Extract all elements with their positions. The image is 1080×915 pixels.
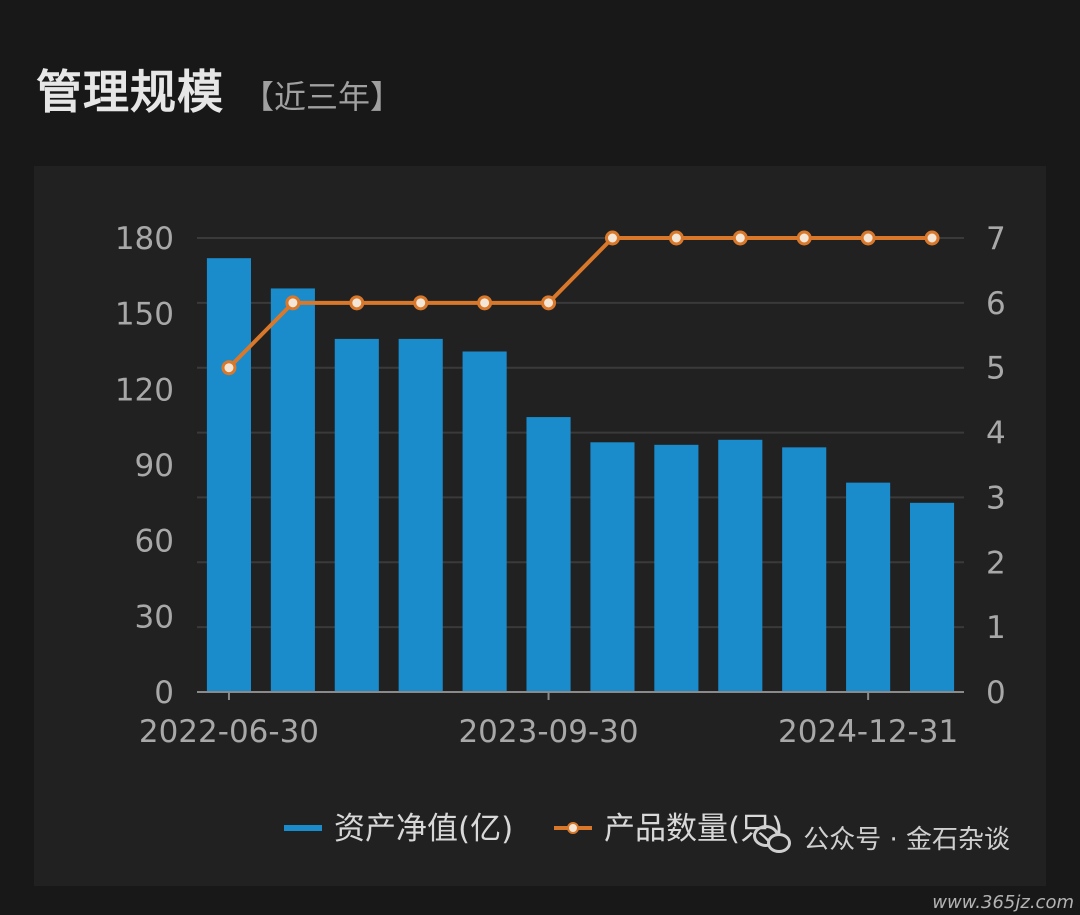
bar	[526, 417, 571, 692]
line-point	[349, 295, 365, 311]
line-point	[541, 295, 557, 311]
y-left-tick-label: 90	[135, 448, 174, 484]
y-right-tick-label: 5	[986, 351, 1006, 387]
bar	[782, 447, 827, 692]
bar	[718, 439, 763, 692]
y-left-tick-label: 180	[115, 221, 174, 257]
bar	[398, 338, 443, 692]
axes: 0 30 60 90 120 150 180 0 1 2 3 4 5 6 7 2022-06-30 2023-0…	[115, 221, 1006, 750]
y-left-tick-label: 30	[135, 599, 174, 635]
y-right-tick-label: 1	[986, 610, 1006, 646]
line-point	[732, 230, 748, 246]
line-point	[796, 230, 812, 246]
line-point	[668, 230, 684, 246]
bar	[654, 444, 699, 692]
line-point	[413, 295, 429, 311]
bar-series	[206, 258, 955, 692]
bar	[206, 258, 252, 692]
line-point	[477, 295, 493, 311]
bar	[270, 288, 315, 692]
page-title: 管理规模	[36, 65, 224, 119]
legend-swatch-marker	[567, 822, 579, 834]
chart-header: 管理规模 【近三年】	[36, 56, 402, 122]
x-tick-label: 2024-12-31	[778, 714, 958, 750]
y-right-tick-label: 7	[986, 221, 1006, 257]
y-left-tick-label: 60	[135, 524, 174, 560]
legend: 资产净值(亿) 产品数量(只)	[284, 811, 783, 847]
line-path	[227, 236, 933, 370]
y-right-tick-label: 6	[986, 286, 1006, 322]
line-series	[221, 230, 940, 376]
bar	[334, 338, 379, 692]
watermark: 公众号 · 金石杂谈	[753, 819, 1010, 856]
y-right-tick-label: 2	[986, 545, 1006, 581]
y-left-tick-label: 0	[154, 675, 174, 711]
legend-label: 产品数量(只)	[604, 811, 783, 847]
line-point	[924, 230, 940, 246]
x-tick-label: 2023-09-30	[458, 714, 638, 750]
chart-panel: 0 30 60 90 120 150 180 0 1 2 3 4 5 6 7 2022-06-30 2023-0…	[34, 166, 1046, 886]
bar	[590, 442, 635, 692]
line-point	[860, 230, 876, 246]
watermark-text: 公众号 · 金石杂谈	[803, 825, 1010, 855]
x-tick-label: 2022-06-30	[139, 714, 319, 750]
line-point	[221, 360, 237, 376]
page-subtitle: 【近三年】	[242, 78, 403, 116]
y-right-tick-label: 4	[986, 416, 1006, 452]
line-point	[604, 230, 620, 246]
site-watermark: www.365jz.com	[932, 892, 1074, 913]
combo-chart: 0 30 60 90 120 150 180 0 1 2 3 4 5 6 7 2022-06-30 2023-0…	[115, 221, 1006, 847]
y-right-tick-label: 3	[986, 480, 1006, 516]
y-left-tick-label: 150	[115, 297, 174, 333]
wechat-icon	[753, 823, 793, 853]
legend-label: 资产净值(亿)	[334, 811, 513, 847]
y-left-tick-label: 120	[115, 372, 174, 408]
bar	[909, 502, 955, 692]
bar	[846, 482, 891, 692]
y-right-tick-label: 0	[986, 675, 1006, 711]
bar	[462, 351, 507, 692]
line-point	[285, 295, 301, 311]
